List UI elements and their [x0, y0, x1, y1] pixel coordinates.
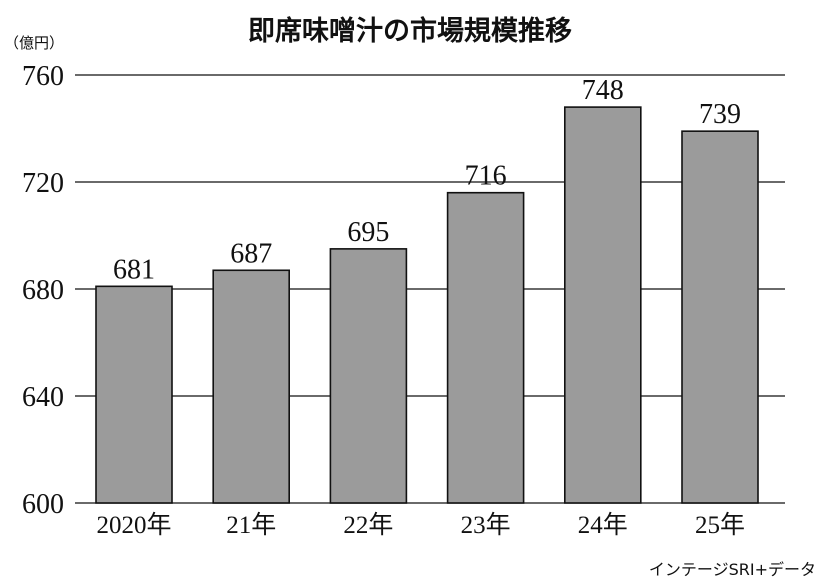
bar-value-label: 681	[113, 254, 155, 285]
bars	[95, 106, 759, 504]
source-note: インテージSRI+データ	[649, 560, 816, 579]
data-labels: 681 687 695 716 748 739	[113, 75, 741, 285]
x-category-label: 22年	[343, 511, 393, 539]
x-category-label: 23年	[461, 511, 511, 539]
x-axis-labels: 2020年 21年 22年 23年 24年 25年	[96, 511, 745, 539]
bar-value-label: 695	[347, 217, 389, 248]
gridlines	[75, 74, 785, 504]
bar	[563, 106, 642, 504]
x-category-label: 25年	[695, 511, 745, 539]
bar	[446, 191, 525, 504]
y-tick-label: 680	[22, 275, 64, 306]
x-category-label: 21年	[226, 511, 276, 539]
bar-value-label: 748	[582, 75, 624, 106]
chart-title: 即席味噌汁の市場規模推移	[248, 15, 572, 47]
bar-value-label: 739	[699, 99, 741, 130]
bar	[329, 248, 408, 504]
bar	[95, 285, 173, 504]
bar-value-label: 687	[230, 238, 272, 269]
x-category-label: 2020年	[96, 511, 171, 539]
bar	[212, 269, 290, 504]
y-tick-label: 720	[22, 168, 64, 199]
y-tick-label: 600	[22, 489, 64, 520]
x-category-label: 24年	[578, 511, 628, 539]
bar-value-label: 716	[465, 161, 507, 192]
y-axis-unit-label: （億円）	[4, 34, 64, 52]
y-tick-label: 760	[22, 61, 64, 92]
y-tick-label: 640	[22, 382, 64, 413]
y-axis-ticks: 600 640 680 720 760	[22, 61, 64, 520]
bar	[681, 130, 759, 504]
